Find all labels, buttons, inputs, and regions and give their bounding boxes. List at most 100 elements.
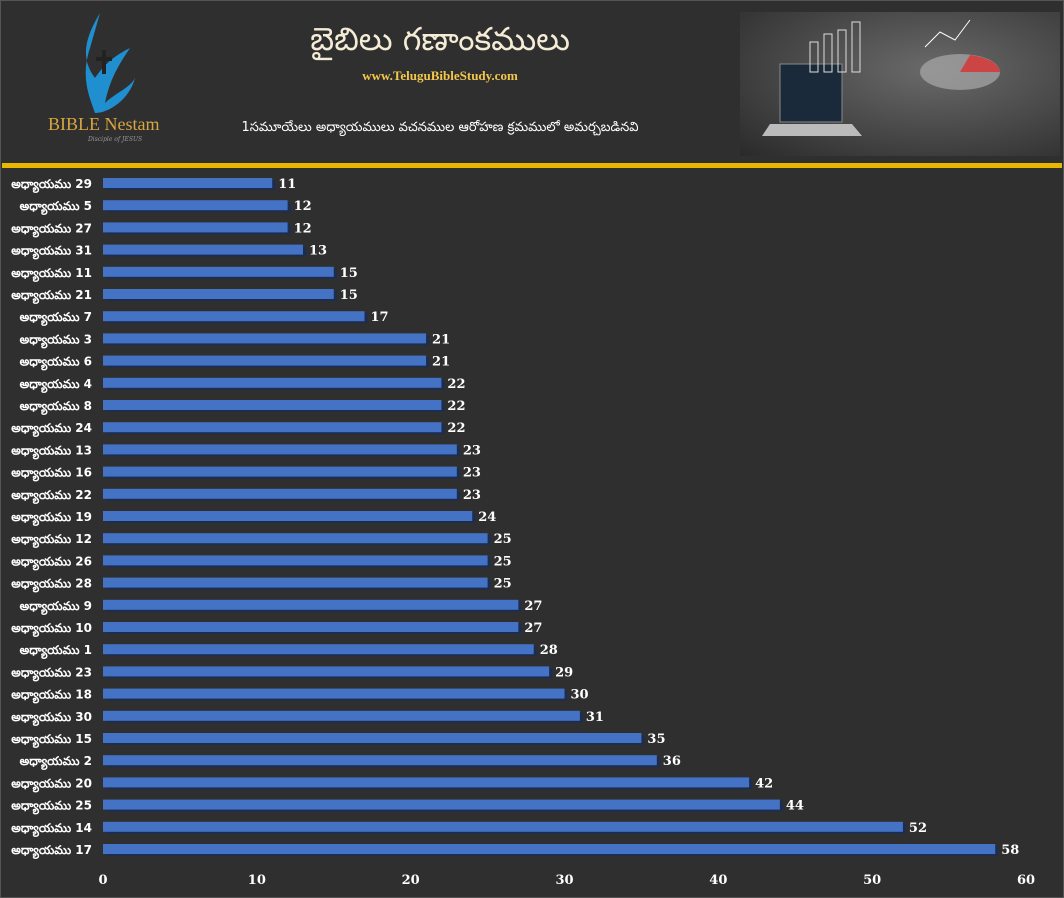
bar [103,799,780,810]
bar [103,821,903,832]
x-tick-label: 10 [248,873,266,888]
website-link[interactable]: www.TeluguBibleStudy.com [362,68,518,83]
category-label: అధ్యాయము 7 [20,310,92,326]
page-title: బైబిలు గణాంకములు [310,20,570,58]
x-tick-label: 40 [709,873,727,888]
data-label: 22 [447,421,465,436]
bar [103,622,519,632]
data-label: 28 [540,643,558,658]
data-label: 21 [432,355,450,370]
bar [103,422,442,433]
data-label: 11 [278,177,296,192]
data-label: 23 [463,466,481,481]
data-label: 36 [663,754,681,769]
category-label: అధ్యాయము 16 [11,466,92,482]
x-tick-label: 50 [863,873,881,888]
bar [103,844,996,854]
bar [103,178,273,188]
data-label: 29 [555,665,573,680]
data-label: 15 [340,266,358,281]
data-label: 52 [909,821,927,836]
category-label: అధ్యాయము 25 [11,799,92,815]
logo-text: BIBLE Nestam [48,114,160,134]
category-label: అధ్యాయము 15 [11,732,92,748]
bar [103,755,657,766]
bar [103,289,334,299]
horizontal-bar-chart: అధ్యాయము 29 11 అధ్యాయము 5 12 అధ్యాయము 27 12 అధ… [11,177,1035,888]
bar [103,555,488,566]
bar [103,733,642,743]
data-label: 15 [340,288,358,303]
data-label: 12 [294,221,312,236]
data-label: 23 [463,443,481,458]
bar [103,488,457,499]
category-label: అధ్యాయము 18 [11,688,92,704]
category-label: అధ్యాయము 26 [11,554,92,570]
data-label: 27 [524,599,542,614]
data-label: 27 [524,621,542,636]
laptop-icon [762,19,1000,136]
category-label: అధ్యాయము 14 [11,821,92,837]
bar [103,577,488,588]
bar [103,666,550,677]
bar [103,377,442,388]
data-label: 42 [755,776,773,791]
category-label: అధ్యాయము 8 [20,399,92,415]
category-label: అధ్యాయము 27 [11,221,92,237]
category-label: అధ్యాయము 24 [11,421,92,437]
data-label: 25 [494,532,512,547]
category-label: అధ్యాయము 2 [20,754,92,770]
bar [103,710,580,721]
data-label: 23 [463,488,481,503]
category-label: అధ్యాయము 4 [20,377,92,393]
divider-rule [2,163,1062,168]
category-label: అధ్యాయము 11 [11,266,92,282]
data-label: 44 [786,799,804,814]
category-label: అధ్యాయము 13 [11,443,92,459]
data-label: 24 [478,510,496,525]
data-label: 25 [494,577,512,592]
x-tick-label: 30 [555,873,573,888]
category-label: అధ్యాయము 22 [11,488,92,504]
category-label: అధ్యాయము 5 [20,199,92,215]
bar [103,400,442,410]
data-label: 30 [571,688,589,703]
data-label: 31 [586,710,604,725]
data-label: 22 [447,399,465,414]
bar [103,244,303,255]
category-label: అధ్యాయము 10 [11,621,92,637]
category-label: అధ్యాయము 23 [11,665,92,681]
category-label: అధ్యాయము 1 [20,643,92,659]
x-tick-label: 0 [98,873,107,888]
category-label: అధ్యాయము 12 [11,532,92,548]
bar [103,644,534,655]
bar [103,444,457,455]
bar [103,222,288,233]
data-label: 12 [294,199,312,214]
bar [103,777,750,788]
x-tick-label: 20 [402,873,420,888]
category-label: అధ్యాయము 9 [20,599,92,615]
bar [103,333,427,344]
bar [103,200,288,211]
chart-subtitle: 1సమూయేలు అధ్యాయములు వచనముల ఆరోహణ క్రమముల… [241,120,639,135]
bar [103,511,473,521]
bar [103,355,427,366]
laptop-charts-photo [740,12,1060,156]
data-label: 35 [647,732,665,747]
bar [103,688,565,699]
category-label: అధ్యాయము 29 [11,177,92,193]
category-label: అధ్యాయము 6 [20,355,92,371]
bar [103,466,457,477]
data-label: 58 [1001,843,1019,858]
category-label: అధ్యాయము 31 [11,244,92,260]
category-label: అధ్యాయము 17 [11,843,92,859]
x-tick-label: 60 [1017,873,1035,888]
bar [103,599,519,610]
bar [103,266,334,277]
data-label: 17 [371,310,389,325]
data-label: 25 [494,554,512,569]
category-label: అధ్యాయము 20 [11,776,92,792]
data-label: 22 [447,377,465,392]
category-label: అధ్యాయము 28 [11,577,92,593]
